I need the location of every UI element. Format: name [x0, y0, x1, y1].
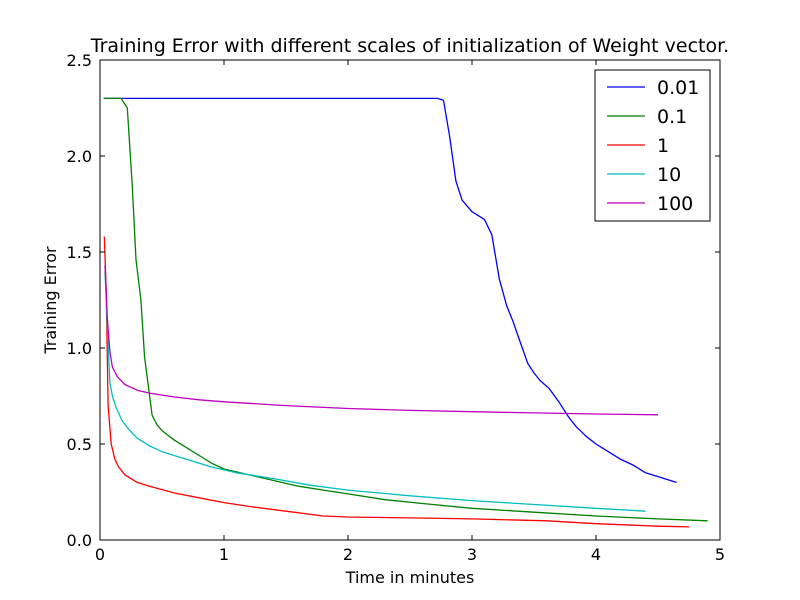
series-line-1: [103, 97, 708, 522]
y-tick-label: 0.0: [67, 531, 92, 550]
ticks-group: 0 1 2 3 4 5 0.0 0.5 1.0 1.5 2.0 2.5: [67, 51, 726, 564]
legend-label-4: 100: [657, 193, 693, 215]
x-tick-label: 5: [715, 545, 725, 564]
series-line-2: [103, 236, 690, 528]
legend-label-0: 0.01: [657, 77, 699, 99]
legend-label-1: 0.1: [657, 106, 687, 128]
plot-frame: [99, 59, 721, 541]
x-axis-title: Time in minutes: [345, 568, 475, 587]
chart-title: Training Error with different scales of …: [90, 35, 729, 57]
series-line-4: [104, 265, 659, 416]
x-tick-label: 3: [467, 545, 477, 564]
legend-label-2: 1: [657, 135, 669, 157]
legend: 0.01 0.1 1 10 100: [594, 69, 711, 222]
series-line-3: [104, 271, 646, 512]
y-tick-label: 2.5: [67, 51, 92, 70]
series-group: [103, 97, 708, 528]
y-tick-label: 1.0: [67, 339, 92, 358]
y-tick-label: 1.5: [67, 243, 92, 262]
x-tick-label: 2: [343, 545, 353, 564]
y-tick-label: 2.0: [67, 147, 92, 166]
series-line-0: [103, 97, 677, 484]
y-axis-title: Training Error: [41, 246, 60, 355]
x-tick-label: 0: [95, 545, 105, 564]
legend-label-3: 10: [657, 164, 681, 186]
x-tick-label: 4: [591, 545, 601, 564]
x-tick-label: 1: [219, 545, 229, 564]
y-tick-label: 0.5: [67, 435, 92, 454]
